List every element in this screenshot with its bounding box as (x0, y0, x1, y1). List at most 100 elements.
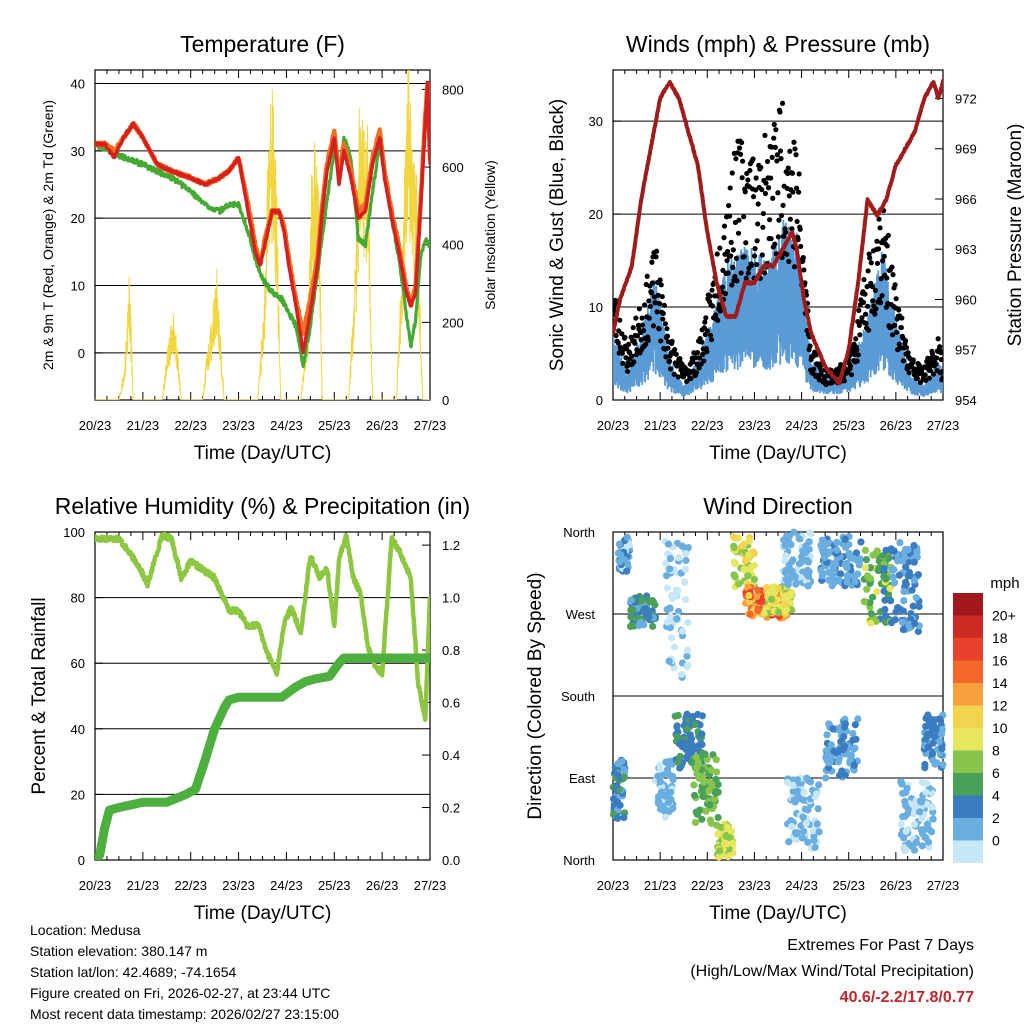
solar-insolation-line (95, 70, 430, 400)
gust-point (660, 316, 666, 322)
direction-point (852, 735, 860, 743)
gust-point (856, 307, 862, 313)
recent-timestamp: Most recent data timestamp: 2026/02/27 2… (30, 1006, 339, 1022)
gust-point (639, 315, 645, 321)
gust-point (789, 170, 796, 176)
direction-x-tick-label: 22/23 (691, 878, 724, 893)
gust-point (896, 307, 902, 313)
direction-point (866, 599, 874, 607)
gust-point (938, 350, 943, 356)
gust-point (741, 214, 747, 220)
gust-point (650, 323, 657, 329)
direction-point (683, 646, 692, 654)
direction-point (781, 541, 789, 549)
gust-point (735, 230, 742, 236)
gust-point (778, 212, 785, 219)
direction-point (830, 579, 838, 587)
gust-point (856, 322, 862, 329)
gust-point (656, 326, 662, 332)
direction-point (702, 807, 710, 815)
direction-point (822, 774, 830, 782)
gust-point (754, 238, 760, 244)
direction-point (745, 537, 753, 545)
direction-point (656, 778, 664, 786)
direction-points (609, 528, 947, 861)
direction-point (675, 554, 683, 562)
direction-point (932, 725, 940, 734)
direction-point (852, 549, 861, 557)
direction-point (804, 558, 812, 566)
direction-point (746, 610, 754, 618)
direction-point (805, 568, 813, 576)
direction-point (791, 829, 800, 837)
direction-point (744, 572, 752, 580)
direction-point (722, 832, 730, 841)
gust-point (762, 190, 769, 197)
gust-point (774, 158, 780, 164)
gust-point (703, 315, 709, 321)
gust-point (869, 283, 875, 290)
gust-point (713, 312, 719, 318)
direction-point (810, 836, 818, 845)
direction-point (730, 544, 738, 552)
gust-point (725, 270, 731, 276)
humidity-y-tick-label: 20 (71, 787, 85, 802)
gust-point (642, 302, 648, 308)
direction-point (911, 619, 919, 628)
direction-point (823, 731, 831, 739)
gust-point (854, 347, 860, 353)
gust-point (874, 238, 880, 244)
direction-point (845, 549, 853, 557)
direction-point (867, 619, 875, 627)
direction-y-tick-label: East (569, 771, 595, 786)
gust-point (741, 254, 747, 260)
direction-point (698, 730, 706, 738)
direction-point (663, 605, 671, 614)
gust-point (866, 251, 872, 257)
direction-point (818, 572, 826, 580)
gust-point (649, 280, 656, 286)
gust-point (794, 218, 800, 225)
direction-point (711, 789, 720, 797)
direction-point (802, 819, 810, 828)
gust-point (707, 332, 714, 338)
temperature-y-right-axis-label: Solar Insolation (Yellow) (482, 160, 498, 310)
winds-y-right-tick-label: 966 (955, 192, 977, 207)
direction-point (676, 752, 684, 761)
direction-point (698, 740, 706, 749)
dewpoint-line (95, 135, 430, 368)
temperature-x-axis-label: Time (Day/UTC) (194, 443, 332, 464)
gust-point (933, 355, 940, 361)
gust-point (792, 146, 798, 152)
direction-point (899, 625, 907, 634)
colorbar-label: 12 (992, 698, 1008, 714)
gust-point (786, 258, 792, 265)
direction-point (750, 575, 758, 584)
gust-point (636, 306, 643, 312)
direction-point (720, 840, 728, 848)
gust-point (910, 357, 916, 363)
direction-point (924, 743, 933, 751)
direction-y-tick-label: North (563, 525, 595, 540)
direction-point (890, 547, 898, 555)
gust-point (615, 340, 621, 346)
colorbar-label: 6 (992, 765, 1000, 781)
gust-point (623, 355, 629, 361)
direction-point (714, 780, 722, 789)
gust-point (764, 158, 771, 165)
gust-point (708, 337, 715, 343)
direction-point (834, 757, 843, 765)
gust-point (748, 262, 755, 268)
direction-point (918, 842, 926, 850)
gust-point (666, 358, 673, 364)
winds-y-right-tick-label: 954 (955, 393, 977, 408)
gust-point (926, 375, 932, 381)
winds-x-tick-label: 21/23 (644, 418, 677, 433)
direction-point (691, 720, 699, 729)
gust-point (728, 253, 734, 259)
winds-y-tick-label: 30 (589, 114, 603, 129)
direction-point (609, 795, 618, 803)
direction-point (692, 753, 700, 761)
direction-x-tick-label: 23/23 (738, 878, 771, 893)
